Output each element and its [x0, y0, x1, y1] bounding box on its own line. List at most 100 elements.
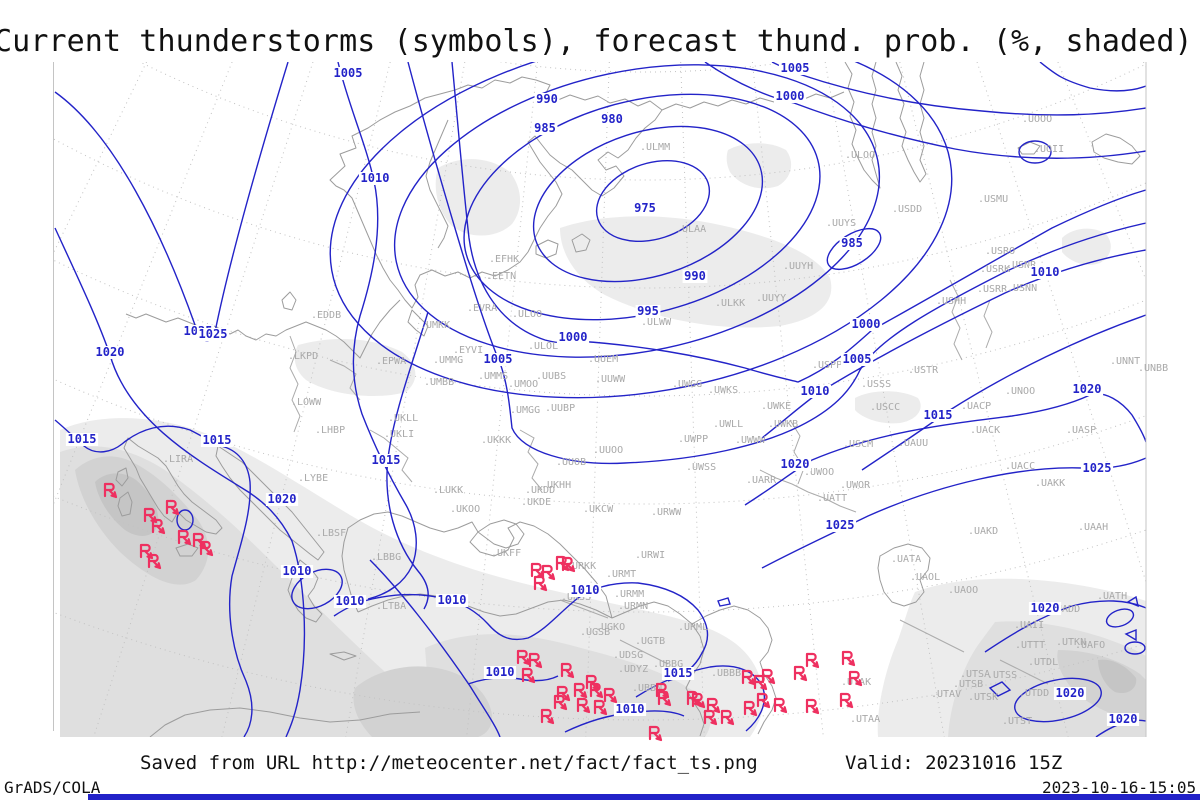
contour-label: 1015	[68, 432, 97, 446]
station-label: .EDDB	[311, 310, 341, 321]
contour-label: 995	[637, 304, 659, 318]
station-label: .UWOO	[804, 467, 834, 478]
coastline-path	[215, 445, 325, 561]
station-label: .UKCW	[583, 504, 614, 515]
prob-shade-area	[294, 338, 416, 396]
footer-timestamp: 2023-10-16-15:05	[1042, 778, 1197, 797]
station-label: .UATT	[817, 493, 847, 504]
contour-label: 1010	[283, 564, 312, 578]
contour-label: 1020	[1056, 686, 1085, 700]
contour-label: 985	[534, 121, 556, 135]
border-path	[369, 429, 413, 483]
thunderstorm-symbol	[841, 650, 856, 667]
contour-label-bg	[1028, 602, 1062, 615]
station-label: .EFHK	[489, 254, 519, 265]
isobar-minor-shape	[717, 597, 731, 607]
isobar-ellipse-985	[826, 227, 882, 271]
graticule-meridian	[751, 62, 824, 737]
coastline-path	[1017, 141, 1041, 155]
station-label: .LUKK	[433, 485, 463, 496]
station-label: .UNBB	[1138, 363, 1168, 374]
thunderstorm-symbol	[530, 562, 545, 579]
contour-label: 985	[841, 236, 863, 250]
contour-label-bg	[358, 172, 392, 185]
station-label: .UMKK	[420, 320, 450, 331]
station-label: .UNOO	[1005, 386, 1035, 397]
station-label: .URSS	[561, 592, 591, 603]
isobar-path-1015	[861, 314, 1146, 471]
station-label: .UACK	[970, 425, 1000, 436]
border-path	[789, 419, 805, 485]
contour-label: 1025	[1083, 461, 1112, 475]
graticule-parallel	[139, 62, 1146, 181]
isobar-path-1010	[333, 582, 709, 682]
contour-label-bg	[568, 584, 602, 597]
coastline-path	[115, 467, 129, 487]
contour-label-bg	[798, 385, 832, 398]
station-label: .UKDD	[525, 485, 555, 496]
station-label: .UTAV	[931, 689, 961, 700]
station-label: .UBBN	[632, 683, 662, 694]
isobar-minor-shape	[1105, 608, 1135, 628]
isobar-path-1020	[744, 393, 1146, 506]
station-label: .USCM	[843, 439, 873, 450]
isobar-minor-shape	[1126, 595, 1139, 608]
station-label: .UMMG	[433, 355, 463, 366]
contour-label-bg	[921, 409, 955, 422]
station-label: .USRR	[977, 284, 1008, 295]
isobar-minor-shape	[988, 681, 1012, 697]
graticule-meridian	[466, 62, 539, 737]
contour-label: 1000	[852, 317, 881, 331]
contour-label-bg	[599, 113, 625, 126]
station-label: .UNNT	[1110, 356, 1140, 367]
station-label: .USRK	[980, 264, 1010, 275]
station-label: .UKDE	[521, 497, 551, 508]
contour-label-bg	[849, 318, 883, 331]
coastline-path	[877, 543, 931, 607]
station-label: .LBBG	[371, 552, 401, 563]
isobar-ellipse-1020	[1014, 677, 1102, 723]
contour-label-bg	[613, 703, 647, 716]
coastline-path	[844, 62, 881, 189]
contour-label-bg	[1080, 462, 1114, 475]
isobar-path-1020	[984, 600, 1146, 653]
isobar-ellipse-985	[463, 93, 821, 321]
contour-label-bg	[369, 454, 403, 467]
station-label: .UTAA	[850, 714, 880, 725]
station-label: .UAKD	[968, 526, 998, 537]
coastline-path	[281, 291, 297, 311]
contour-label-bg	[839, 237, 865, 250]
contour-label: 1000	[776, 89, 805, 103]
isobar-path-1010	[761, 249, 1146, 439]
graticule-parallel	[53, 137, 1146, 289]
station-label: .UBBG	[653, 659, 683, 670]
prob-shade-area	[948, 621, 1146, 737]
contour-label-bg	[435, 594, 469, 607]
prob-shade-area	[435, 159, 521, 236]
station-label: .UACP	[961, 401, 991, 412]
station-label: .UDSG	[613, 650, 643, 661]
station-label: .UUOO	[593, 445, 623, 456]
contour-label-bg	[532, 122, 558, 135]
station-label: .ULOL	[528, 341, 558, 352]
station-label: .LKPD	[288, 351, 318, 362]
station-label: .UTAK	[841, 677, 871, 688]
station-label: .UKOO	[450, 504, 480, 515]
border-path	[983, 299, 993, 349]
station-label: .USCC	[870, 402, 900, 413]
isobar-path-1020	[54, 227, 306, 737]
coastline-path	[407, 309, 429, 337]
graticule-meridian	[53, 62, 147, 255]
border-path	[949, 279, 963, 361]
station-label: .UWSS	[686, 462, 716, 473]
station-label: .USTR	[908, 365, 939, 376]
contour-label-bg	[196, 328, 230, 341]
coastline-path	[149, 707, 421, 737]
station-label: .UTSA	[960, 669, 990, 680]
contour-label: 1000	[559, 330, 588, 344]
station-label: .UUYH	[783, 261, 813, 272]
map-frame	[53, 62, 1147, 737]
contour-label: 1020	[1073, 382, 1102, 396]
isobar-path-1005	[407, 62, 1146, 465]
